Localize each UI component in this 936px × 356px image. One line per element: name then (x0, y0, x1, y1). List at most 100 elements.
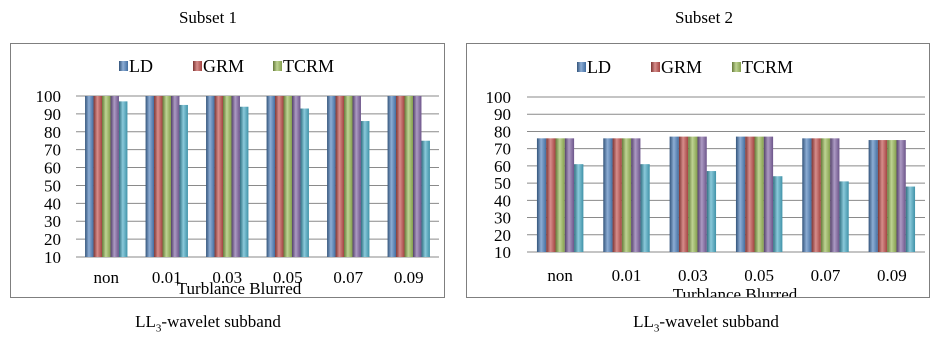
bar (170, 96, 180, 257)
x-tick-label: 0.09 (877, 266, 907, 285)
x-tick-label: 0.03 (212, 268, 242, 287)
bar (839, 181, 849, 252)
legend-swatch (732, 62, 741, 72)
x-tick-label: 0.09 (394, 268, 424, 287)
x-tick-label: 0.05 (273, 268, 303, 287)
bar (387, 96, 397, 257)
bar (688, 136, 698, 252)
legend-swatch (651, 62, 660, 72)
bar (344, 96, 353, 257)
bar (206, 96, 215, 257)
bar (697, 136, 707, 252)
y-tick-label: 40 (44, 194, 61, 213)
legend-label: GRM (203, 56, 244, 76)
bar (802, 138, 812, 252)
y-tick-label: 50 (494, 174, 511, 193)
bar (735, 136, 746, 252)
subset-2-caption: LL3-wavelet subband (633, 312, 779, 335)
bar (102, 96, 111, 257)
bar (555, 138, 565, 252)
bar (214, 96, 224, 257)
bar (887, 140, 897, 252)
x-axis-label: Turblance Blurred (177, 279, 302, 297)
bar (612, 138, 622, 252)
bar (631, 138, 641, 252)
bar (669, 136, 679, 252)
x-tick-label: 0.01 (152, 268, 182, 287)
bar (868, 140, 878, 252)
x-tick-label: non (94, 268, 120, 287)
legend-swatch (273, 61, 282, 71)
bar (706, 171, 717, 252)
y-tick-label: 70 (494, 140, 511, 159)
bar (231, 96, 240, 257)
chart-panel-2: 10 20 30 40 50 60 70 80 90 100 non 0.01 0.03 0.05 0.07… (466, 43, 930, 304)
x-tick-label: 0.05 (744, 266, 774, 285)
bar (223, 96, 232, 257)
bar (536, 138, 547, 252)
y-tick-label: 50 (44, 176, 61, 195)
bar (811, 138, 821, 252)
bar (154, 96, 163, 257)
bar (85, 96, 94, 257)
bar (291, 96, 301, 257)
y-tick-label: 40 (494, 191, 511, 210)
bar (564, 138, 575, 252)
bar (603, 138, 613, 252)
bar (905, 186, 916, 252)
y-tick-label: 80 (44, 123, 61, 142)
legend-label: TCRM (742, 57, 793, 77)
y-tick-label: 60 (494, 157, 511, 176)
legend-label: TCRM (283, 56, 334, 76)
bar (352, 96, 361, 257)
bar (830, 138, 840, 252)
y-tick-label: 100 (486, 88, 512, 107)
bar (110, 96, 119, 257)
bar (179, 104, 188, 257)
bar (820, 138, 831, 252)
subset-1-caption: LL3-wavelet subband (135, 312, 281, 335)
bar (546, 138, 556, 252)
bar (763, 136, 774, 252)
bar (896, 140, 906, 252)
bar (145, 96, 155, 257)
x-tick-label: 0.07 (333, 268, 363, 287)
y-tick-label: 30 (44, 212, 61, 231)
bar (412, 96, 422, 257)
bar (640, 164, 650, 252)
bar (118, 101, 128, 257)
legend-label: LD (587, 57, 611, 77)
y-tick-label: 100 (36, 87, 62, 106)
bar (396, 96, 405, 257)
y-tick-label: 90 (494, 105, 511, 124)
bar (404, 96, 413, 257)
x-tick-label: 0.01 (612, 266, 642, 285)
legend-label: GRM (661, 57, 702, 77)
bar (162, 96, 171, 257)
bar (335, 96, 345, 257)
y-tick-label: 10 (494, 243, 511, 262)
y-tick-label: 20 (494, 226, 511, 245)
bar (360, 121, 370, 258)
bar (239, 106, 249, 257)
x-tick-label: 0.03 (678, 266, 708, 285)
chart-panel-1: 10 20 30 40 50 60 70 80 90 100 non 0.01 0.03 0.05 0.07… (10, 43, 445, 298)
y-tick-label: 10 (44, 248, 61, 267)
bar (745, 136, 755, 252)
bar (327, 96, 336, 257)
bar (266, 96, 276, 257)
x-tick-label: 0.07 (811, 266, 841, 285)
y-tick-label: 80 (494, 122, 511, 141)
legend-swatch (119, 61, 128, 71)
bar (283, 96, 292, 257)
bar (93, 96, 103, 257)
bar (574, 164, 584, 252)
y-tick-label: 60 (44, 159, 61, 178)
x-tick-label: non (547, 266, 573, 285)
bar (678, 136, 689, 252)
y-tick-label: 90 (44, 105, 61, 124)
bar (877, 140, 888, 252)
bar (421, 140, 430, 257)
